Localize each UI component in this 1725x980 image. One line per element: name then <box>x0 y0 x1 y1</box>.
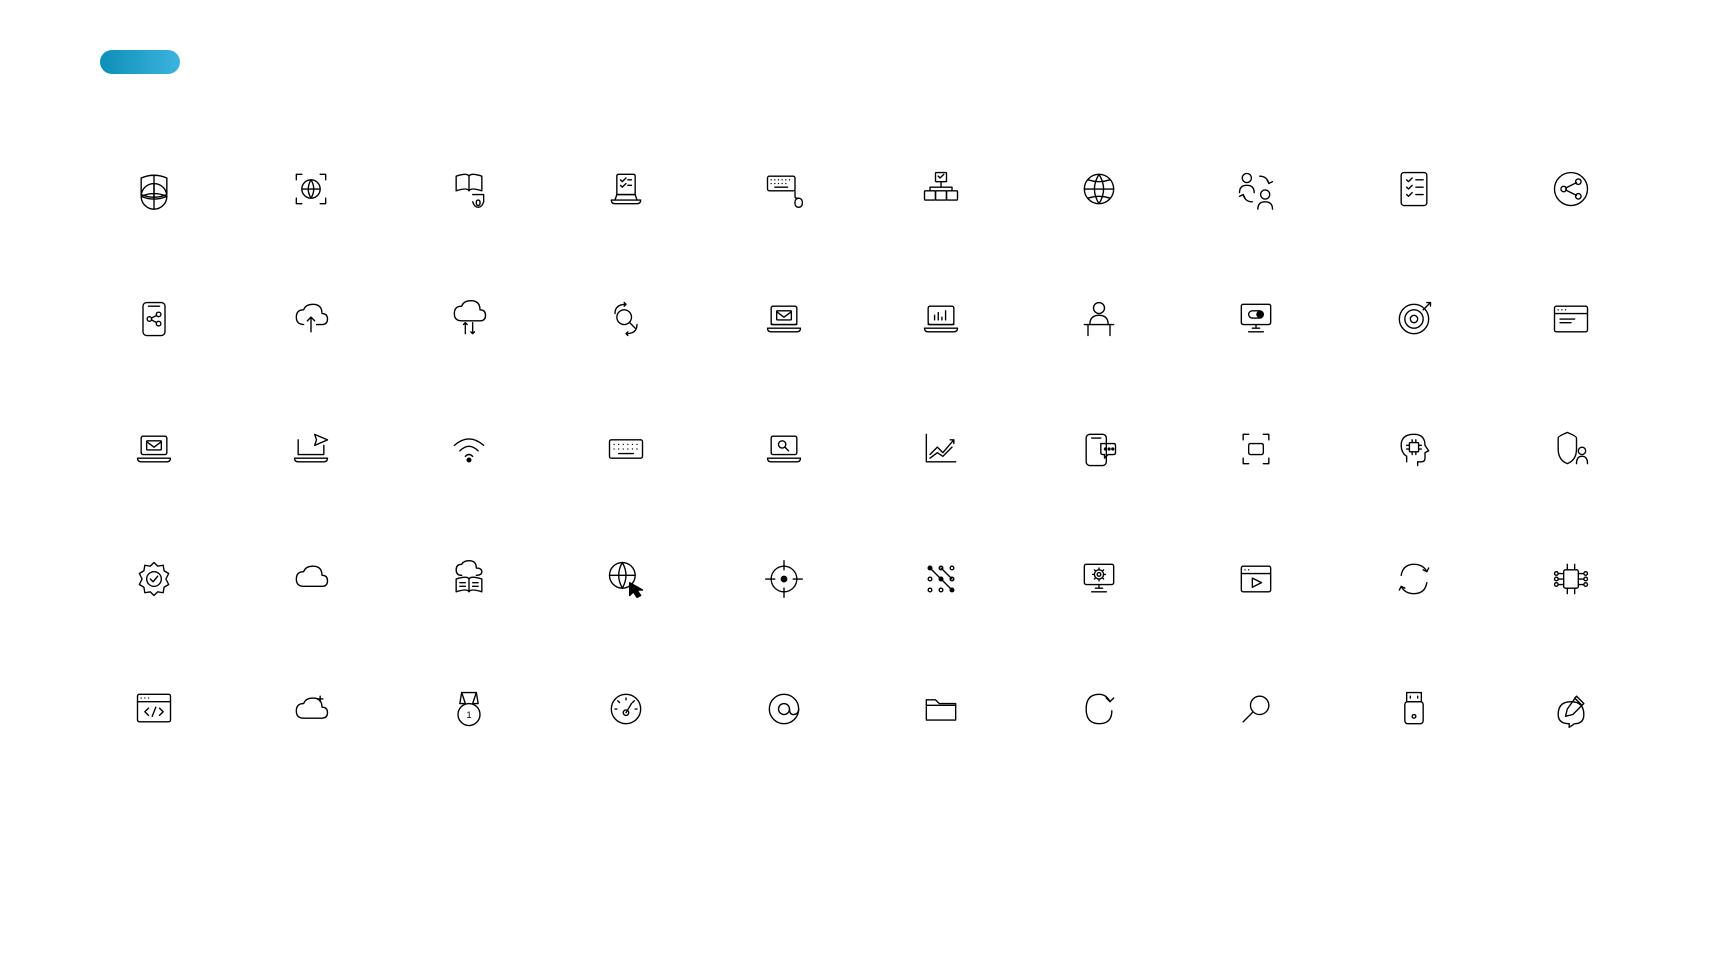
wifi-icon <box>405 414 533 484</box>
crosshair-icon <box>720 544 848 614</box>
ebook-mouse-icon <box>405 154 533 224</box>
header <box>80 50 1645 74</box>
search-refresh-icon <box>563 284 691 354</box>
magnifier-icon <box>1193 674 1321 744</box>
globe-cursor-icon <box>563 544 691 614</box>
cloud-book-icon <box>405 544 533 614</box>
laptop-send-icon <box>248 414 376 484</box>
cloud-plus-icon <box>248 674 376 744</box>
keyboard-mouse-icon <box>720 154 848 224</box>
gauge-icon <box>563 674 691 744</box>
phone-share-icon <box>90 284 218 354</box>
scan-frame-icon <box>1193 414 1321 484</box>
laptop-mail-alt-icon <box>90 414 218 484</box>
cloud-upload-icon <box>248 284 376 354</box>
globe-book-icon <box>90 154 218 224</box>
reload-icon <box>1035 674 1163 744</box>
task-list-icon <box>1350 154 1478 224</box>
circuit-chip-icon <box>1508 544 1636 614</box>
phone-chat-icon <box>1035 414 1163 484</box>
globe-scan-icon <box>248 154 376 224</box>
laptop-mail-icon <box>720 284 848 354</box>
laptop-chart-icon <box>878 284 1006 354</box>
target-icon <box>1350 284 1478 354</box>
badge-label <box>100 50 180 74</box>
folder-icon <box>878 674 1006 744</box>
monitor-gear-icon <box>1035 544 1163 614</box>
user-desk-icon <box>1035 284 1163 354</box>
edit-pencil-icon <box>1508 674 1636 744</box>
monitor-toggle-icon <box>1193 284 1321 354</box>
share-circle-icon <box>1508 154 1636 224</box>
laptop-checklist-icon <box>563 154 691 224</box>
svg-text:1: 1 <box>466 710 471 720</box>
play-window-icon <box>1193 544 1321 614</box>
network-nodes-icon <box>878 544 1006 614</box>
cloud-icon <box>248 544 376 614</box>
at-sign-icon <box>720 674 848 744</box>
network-check-icon <box>878 154 1006 224</box>
refresh-icon <box>1350 544 1478 614</box>
ai-head-icon <box>1350 414 1478 484</box>
code-window-icon <box>90 674 218 744</box>
user-sync-icon <box>1193 154 1321 224</box>
medal-icon: 1 <box>405 674 533 744</box>
laptop-search-icon <box>720 414 848 484</box>
analytics-up-icon <box>878 414 1006 484</box>
award-badge-icon <box>90 544 218 614</box>
usb-drive-icon <box>1350 674 1478 744</box>
keyboard-icon <box>563 414 691 484</box>
cloud-sync-icon <box>405 284 533 354</box>
globe-icon <box>1035 154 1163 224</box>
browser-window-icon <box>1508 284 1636 354</box>
shield-user-icon <box>1508 414 1636 484</box>
icon-grid: 1 <box>80 154 1645 744</box>
